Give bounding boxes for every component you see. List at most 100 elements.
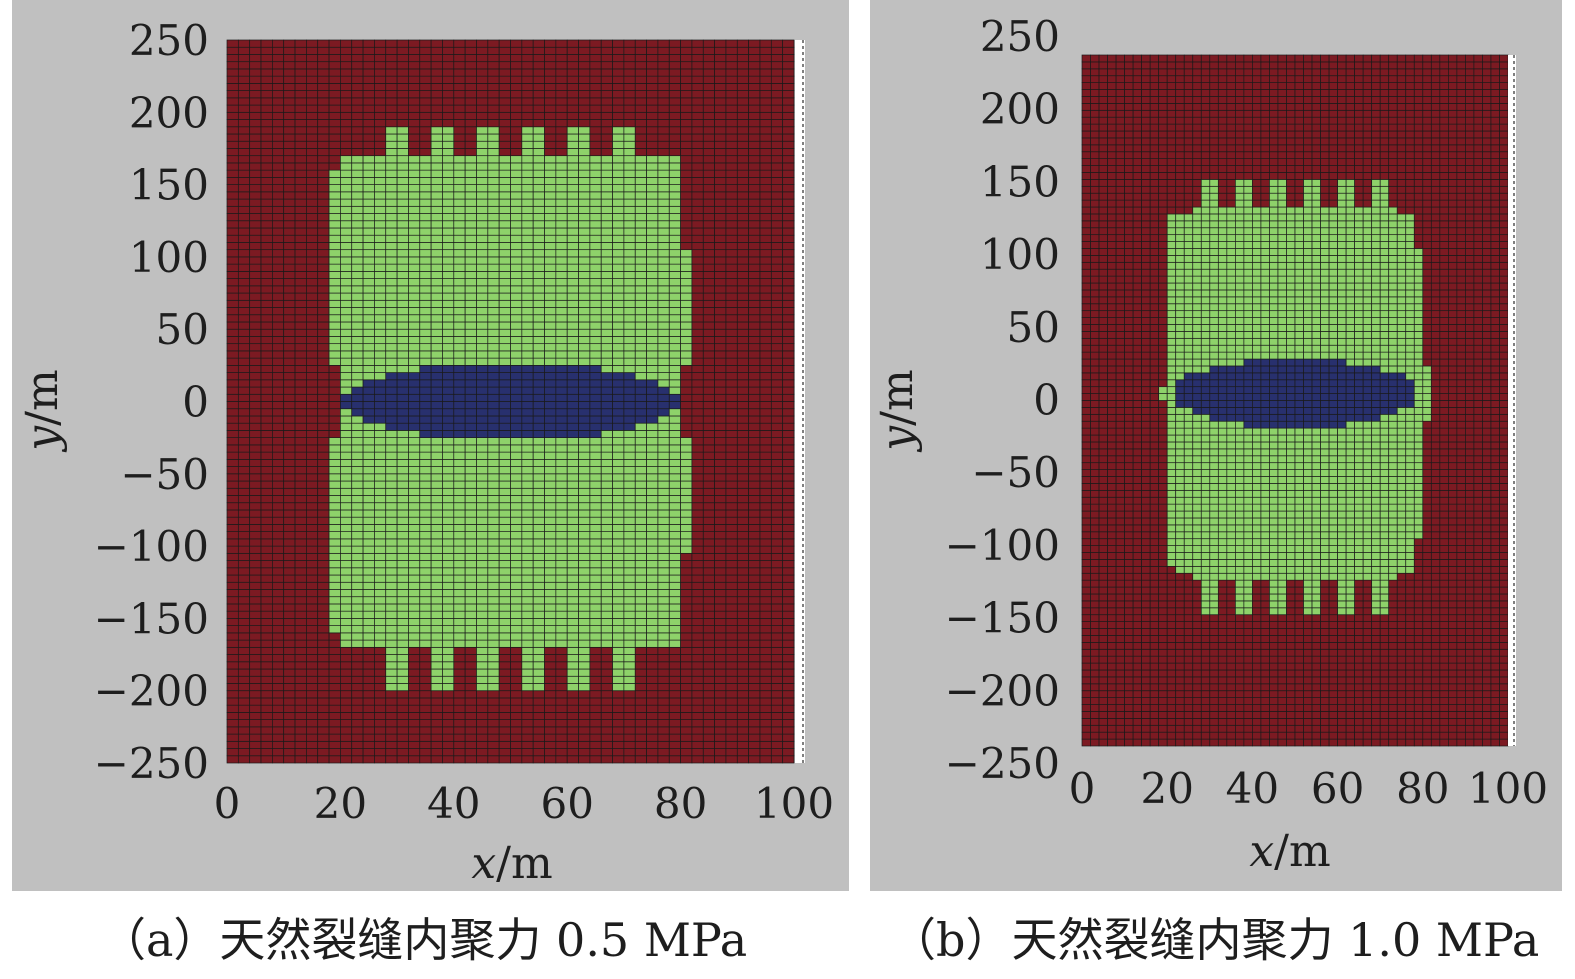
heatmap-cell-damaged — [612, 509, 625, 518]
heatmap-cell-intact — [237, 646, 251, 655]
heatmap-cell-intact — [283, 618, 296, 626]
heatmap-cell-damaged — [453, 639, 466, 648]
heatmap-cell-intact — [714, 458, 727, 467]
heatmap-cell-damaged — [646, 220, 659, 229]
heatmap-cell-intact — [612, 46, 625, 55]
heatmap-cell-intact — [283, 415, 296, 424]
heatmap-cell-core — [510, 386, 523, 395]
heatmap-cell-intact — [680, 719, 693, 728]
heatmap-cell-intact — [725, 603, 738, 612]
heatmap-cell-damaged — [612, 574, 625, 583]
heatmap-cell-intact — [317, 697, 330, 706]
heatmap-cell-damaged — [362, 343, 375, 352]
heatmap-cell-intact — [476, 83, 489, 91]
heatmap-cell-core — [453, 415, 466, 424]
heatmap-cell-damaged — [680, 545, 693, 554]
heatmap-cell-intact — [759, 487, 772, 496]
heatmap-cell-intact — [691, 632, 704, 641]
heatmap-cell-damaged — [634, 336, 647, 345]
heatmap-cell-damaged — [521, 314, 534, 323]
heatmap-cell-damaged — [521, 321, 534, 330]
heatmap-cell-intact — [306, 249, 319, 258]
heatmap-cell-intact — [498, 126, 511, 135]
heatmap-cell-damaged — [566, 625, 579, 634]
heatmap-cell-damaged — [634, 531, 647, 540]
heatmap-cell-intact — [589, 748, 602, 757]
heatmap-cell-intact — [714, 365, 727, 373]
heatmap-cell-damaged — [555, 538, 568, 547]
heatmap-cell-damaged — [578, 509, 591, 518]
heatmap-cell-intact — [294, 408, 307, 417]
heatmap-cell-damaged — [487, 177, 500, 185]
heatmap-cell-intact — [691, 668, 704, 677]
heatmap-cell-damaged — [464, 198, 477, 207]
heatmap-cell-intact — [680, 683, 693, 692]
heatmap-cell-intact — [782, 516, 795, 525]
heatmap-cell-damaged — [623, 278, 636, 287]
heatmap-cell-intact — [657, 119, 670, 128]
heatmap-cell-damaged — [498, 596, 511, 605]
heatmap-cell-damaged — [510, 639, 523, 648]
heatmap-cell-damaged — [578, 292, 591, 301]
heatmap-cell-damaged — [634, 430, 647, 439]
heatmap-cell-damaged — [430, 632, 443, 641]
heatmap-cell-damaged — [464, 437, 477, 446]
heatmap-cell-intact — [272, 271, 285, 279]
heatmap-cell-damaged — [498, 495, 511, 504]
heatmap-cell-damaged — [521, 148, 534, 157]
heatmap-cell-intact — [294, 271, 307, 279]
heatmap-cell-intact — [306, 589, 319, 598]
heatmap-cell-damaged — [328, 357, 341, 366]
heatmap-cell-damaged — [408, 430, 421, 439]
heatmap-cell-damaged — [408, 444, 421, 453]
heatmap-cell-intact — [702, 733, 715, 742]
heatmap-cell-intact — [351, 661, 364, 670]
heatmap-cell-intact — [578, 690, 591, 699]
heatmap-cell-intact — [249, 393, 262, 402]
heatmap-cell-damaged — [532, 126, 545, 135]
heatmap-cell-intact — [272, 697, 285, 706]
heatmap-cell-intact — [237, 343, 251, 352]
heatmap-cell-intact — [668, 719, 681, 728]
heatmap-cell-intact — [736, 234, 749, 243]
heatmap-cell-intact — [725, 545, 738, 554]
heatmap-cell-damaged — [442, 357, 455, 366]
heatmap-cell-damaged — [430, 357, 443, 366]
heatmap-cell-intact — [714, 379, 727, 388]
heatmap-cell-damaged — [532, 307, 545, 316]
heatmap-cell-damaged — [612, 560, 625, 569]
heatmap-cell-intact — [702, 184, 715, 193]
heatmap-cell-core — [510, 415, 523, 424]
heatmap-cell-intact — [623, 740, 636, 749]
heatmap-cell-intact — [272, 191, 285, 200]
heatmap-cell-damaged — [544, 610, 557, 619]
heatmap-cell-damaged — [612, 256, 625, 265]
heatmap-cell-intact — [226, 249, 239, 258]
heatmap-cell-damaged — [544, 466, 557, 475]
heatmap-cell-damaged — [646, 365, 659, 373]
heatmap-cell-damaged — [544, 531, 557, 540]
heatmap-cell-intact — [226, 350, 239, 359]
heatmap-cell-intact — [691, 733, 704, 742]
heatmap-cell-intact — [306, 639, 319, 648]
heatmap-cell-intact — [600, 646, 613, 655]
heatmap-cell-intact — [226, 393, 239, 402]
heatmap-cell-intact — [283, 690, 296, 699]
heatmap-cell-intact — [283, 596, 296, 605]
heatmap-cell-intact — [260, 104, 273, 113]
heatmap-cell-intact — [702, 314, 715, 323]
heatmap-cell-intact — [283, 610, 296, 619]
heatmap-cell-intact — [736, 661, 749, 670]
heatmap-cell-intact — [396, 697, 409, 706]
heatmap-cell-damaged — [464, 639, 477, 648]
heatmap-cell-intact — [419, 133, 432, 142]
heatmap-cell-intact — [566, 46, 579, 55]
heatmap-cell-intact — [283, 61, 296, 70]
heatmap-cell-damaged — [657, 618, 670, 626]
heatmap-cell-damaged — [589, 458, 602, 467]
heatmap-cell-intact — [736, 336, 749, 345]
heatmap-cell-intact — [430, 61, 443, 70]
heatmap-cell-intact — [646, 712, 659, 720]
heatmap-cell-intact — [340, 39, 353, 48]
heatmap-cell-damaged — [646, 596, 659, 605]
